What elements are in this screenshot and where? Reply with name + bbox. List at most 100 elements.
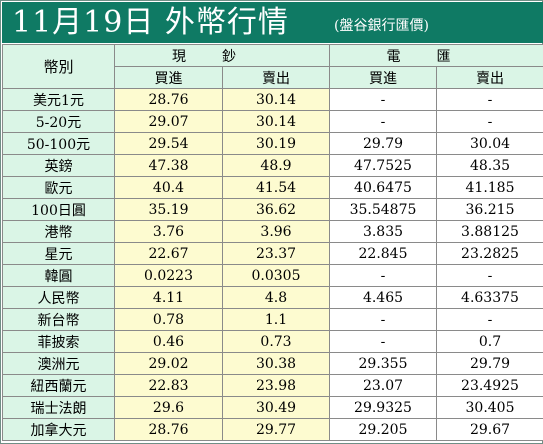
- cash-sell-cell: 0.73: [222, 330, 330, 353]
- exchange-rate-table: 幣別 現鈔 電匯 買進 賣出 買進 賣出 美元1元 28.76 30.14- -5-2…: [2, 44, 543, 441]
- table-row: 5-20元 29.07 30.14- -: [2, 110, 543, 133]
- currency-name-cell: 加拿大元: [2, 418, 115, 441]
- cash-sell-cell: 23.98: [222, 374, 330, 397]
- table-row: 50-100元 29.54 30.19 29.79 30.04: [2, 132, 543, 155]
- table-row: 歐元 40.4 41.54 40.6475 41.185: [2, 176, 543, 199]
- wire-buy-cell: 47.7525: [329, 154, 437, 177]
- cash-buy-cell: 0.46: [114, 330, 223, 353]
- cash-sell-cell: 30.14: [222, 110, 330, 133]
- cash-sell-cell: 41.54: [222, 176, 330, 199]
- cash-buy-cell: 29.02: [114, 352, 223, 375]
- wire-buy-cell: 23.07: [329, 374, 437, 397]
- currency-name-cell: 歐元: [2, 176, 115, 199]
- wire-sell-cell: -: [436, 88, 543, 111]
- wire-sell-cell: 36.215: [436, 198, 543, 221]
- wire-buy-cell: -: [329, 264, 437, 287]
- cash-buy-cell: 40.4: [114, 176, 223, 199]
- wire-buy-header: 買進: [329, 66, 437, 89]
- wire-buy-cell: 35.54875: [329, 198, 437, 221]
- wire-group-header: 電匯: [329, 44, 543, 67]
- cash-sell-cell: 30.38: [222, 352, 330, 375]
- currency-name-cell: 瑞士法朗: [2, 396, 115, 419]
- wire-sell-cell: 48.35: [436, 154, 543, 177]
- cash-buy-header: 買進: [114, 66, 223, 89]
- cash-buy-cell: 3.76: [114, 220, 223, 243]
- currency-name-cell: 港幣: [2, 220, 115, 243]
- wire-buy-cell: 40.6475: [329, 176, 437, 199]
- cash-sell-cell: 30.49: [222, 396, 330, 419]
- wire-sell-cell: 41.185: [436, 176, 543, 199]
- currency-column-header: 幣別: [2, 44, 115, 89]
- cash-sell-cell: 30.14: [222, 88, 330, 111]
- wire-sell-cell: -: [436, 264, 543, 287]
- wire-buy-cell: 29.79: [329, 132, 437, 155]
- currency-name-cell: 50-100元: [2, 132, 115, 155]
- table-row: 新台幣 0.78 1.1- -: [2, 308, 543, 331]
- wire-buy-cell: 29.9325: [329, 396, 437, 419]
- wire-sell-cell: 3.88125: [436, 220, 543, 243]
- cash-buy-cell: 47.38: [114, 154, 223, 177]
- cash-buy-cell: 22.83: [114, 374, 223, 397]
- table-row: 美元1元 28.76 30.14- -: [2, 88, 543, 111]
- cash-sell-header: 賣出: [222, 66, 330, 89]
- wire-buy-cell: 29.355: [329, 352, 437, 375]
- cash-sell-cell: 30.19: [222, 132, 330, 155]
- table-row: 澳洲元 29.02 30.38 29.355 29.79: [2, 352, 543, 375]
- wire-buy-cell: -: [329, 110, 437, 133]
- wire-buy-cell: 4.465: [329, 286, 437, 309]
- wire-buy-cell: 22.845: [329, 242, 437, 265]
- cash-buy-cell: 35.19: [114, 198, 223, 221]
- wire-sell-cell: 30.04: [436, 132, 543, 155]
- cash-sell-cell: 29.77: [222, 418, 330, 441]
- table-header-row-2: 買進 賣出 買進 賣出: [3, 66, 543, 89]
- table-row: 英鎊 47.38 48.9 47.7525 48.35: [2, 154, 543, 177]
- table-row: 人民幣 4.11 4.8 4.465 4.63375: [2, 286, 543, 309]
- table-row: 紐西蘭元 22.83 23.98 23.07 23.4925: [2, 374, 543, 397]
- wire-buy-cell: -: [329, 330, 437, 353]
- currency-name-cell: 菲披索: [2, 330, 115, 353]
- wire-buy-cell: 29.205: [329, 418, 437, 441]
- wire-buy-cell: -: [329, 88, 437, 111]
- currency-name-cell: 100日圓: [2, 198, 115, 221]
- cash-buy-cell: 0.0223: [114, 264, 223, 287]
- wire-buy-cell: 3.835: [329, 220, 437, 243]
- cash-sell-cell: 48.9: [222, 154, 330, 177]
- cash-buy-cell: 22.67: [114, 242, 223, 265]
- currency-name-cell: 星元: [2, 242, 115, 265]
- wire-sell-cell: 29.67: [436, 418, 543, 441]
- table-row: 韓圓 0.0223 0.0305- -: [2, 264, 543, 287]
- currency-name-cell: 新台幣: [2, 308, 115, 331]
- currency-name-cell: 英鎊: [2, 154, 115, 177]
- table-row: 星元 22.67 23.37 22.845 23.2825: [2, 242, 543, 265]
- cash-group-header: 現鈔: [114, 44, 330, 67]
- currency-name-cell: 美元1元: [2, 88, 115, 111]
- cash-sell-cell: 1.1: [222, 308, 330, 331]
- cash-buy-cell: 29.07: [114, 110, 223, 133]
- currency-name-cell: 澳洲元: [2, 352, 115, 375]
- cash-buy-cell: 28.76: [114, 418, 223, 441]
- currency-name-cell: 5-20元: [2, 110, 115, 133]
- table-row: 加拿大元 28.76 29.77 29.205 29.67: [2, 418, 543, 441]
- cash-buy-cell: 0.78: [114, 308, 223, 331]
- wire-sell-cell: 23.2825: [436, 242, 543, 265]
- cash-buy-cell: 29.6: [114, 396, 223, 419]
- wire-buy-cell: -: [329, 308, 437, 331]
- wire-sell-cell: 4.63375: [436, 286, 543, 309]
- table-row: 瑞士法朗 29.6 30.49 29.9325 30.405: [2, 396, 543, 419]
- wire-sell-cell: -: [436, 308, 543, 331]
- cash-buy-cell: 4.11: [114, 286, 223, 309]
- table-row: 100日圓 35.19 36.62 35.54875 36.215: [2, 198, 543, 221]
- cash-sell-cell: 3.96: [222, 220, 330, 243]
- wire-sell-cell: 0.7: [436, 330, 543, 353]
- wire-sell-header: 賣出: [436, 66, 543, 89]
- currency-name-cell: 人民幣: [2, 286, 115, 309]
- wire-sell-cell: 29.79: [436, 352, 543, 375]
- table-row: 菲披索 0.46 0.73-0.7: [2, 330, 543, 353]
- currency-name-cell: 韓圓: [2, 264, 115, 287]
- currency-name-cell: 紐西蘭元: [2, 374, 115, 397]
- title-bar: 11月19日 外幣行情 (盤谷銀行匯價): [2, 2, 543, 43]
- cash-sell-cell: 36.62: [222, 198, 330, 221]
- page-subtitle: (盤谷銀行匯價): [334, 18, 429, 34]
- wire-sell-cell: 23.4925: [436, 374, 543, 397]
